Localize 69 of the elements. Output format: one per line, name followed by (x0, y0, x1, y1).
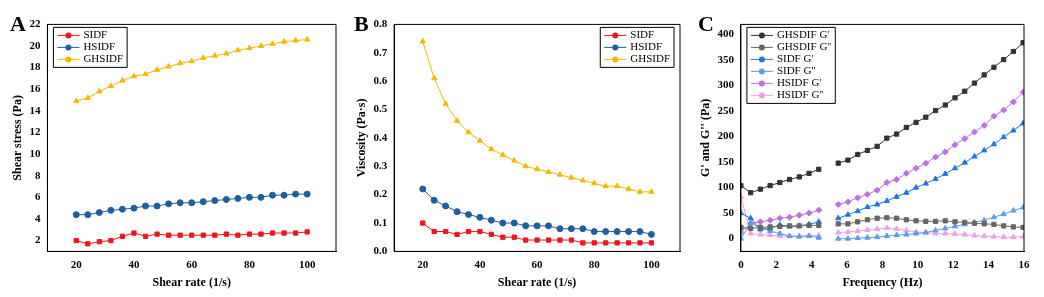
y-tick-label: 4 (34, 211, 41, 224)
x-axis-title: Frequency (Hz) (842, 274, 923, 289)
x-tick-label: 12 (947, 257, 960, 270)
y-tick-label: 10 (29, 146, 41, 159)
y-tick-label: 16 (29, 82, 41, 95)
legend-label: GHSIDF (83, 52, 124, 65)
y-axis-title: Shear stress (Pa) (10, 95, 25, 181)
y-tick-label: 8 (34, 168, 41, 181)
x-axis-title: Shear rate (1/s) (497, 274, 577, 289)
legend-label: SIDF (83, 28, 108, 41)
x-tick-label: 14 (983, 257, 995, 270)
y-tick-label: 0.6 (373, 73, 388, 86)
x-tick-label: 80 (243, 257, 256, 270)
legend-label: HSIDF (83, 40, 116, 53)
y-tick-label: 0.4 (373, 130, 388, 143)
y-tick-label: 200 (717, 129, 735, 142)
legend-label: GHSDIF G'' (776, 40, 832, 53)
y-tick-label: 0 (728, 231, 735, 244)
y-tick-label: 350 (717, 52, 735, 65)
y-tick-label: 0.1 (373, 215, 388, 228)
y-tick-label: 150 (717, 154, 735, 167)
y-tick-label: 2 (34, 233, 41, 246)
legend-label: HSIDF G'' (776, 88, 824, 101)
y-tick-label: 0.2 (373, 187, 388, 200)
y-tick-label: 14 (29, 103, 41, 116)
x-tick-label: 16 (1018, 257, 1030, 270)
y-tick-label: 100 (717, 180, 735, 193)
x-tick-label: 20 (70, 257, 83, 270)
x-tick-label: 80 (588, 257, 601, 270)
y-tick-label: 250 (717, 103, 735, 116)
x-tick-label: 0 (738, 257, 745, 270)
x-tick-label: 8 (879, 257, 886, 270)
legend-label: GHSDIF G' (776, 28, 830, 41)
y-tick-label: 20 (29, 38, 41, 51)
y-tick-label: 0.7 (373, 45, 388, 58)
x-tick-label: 40 (128, 257, 140, 270)
chart-title: A (10, 10, 26, 36)
legend-label: SIDF G'' (776, 64, 816, 77)
x-tick-label: 40 (474, 257, 486, 270)
y-tick-label: 0.0 (373, 244, 388, 257)
y-tick-label: 22 (29, 17, 41, 30)
y-tick-label: 6 (34, 190, 41, 203)
legend-label: SIDF (630, 28, 655, 41)
y-tick-label: 400 (717, 27, 735, 40)
y-tick-label: 0.8 (373, 17, 388, 30)
x-tick-label: 6 (844, 257, 851, 270)
x-tick-label: 10 (912, 257, 924, 270)
y-axis-title: G' and G'' (Pa) (698, 98, 713, 178)
y-axis-title: Viscosity (Pa·s) (354, 98, 369, 178)
x-tick-label: 60 (186, 257, 198, 270)
y-tick-label: 300 (717, 78, 735, 91)
x-tick-label: 100 (298, 257, 316, 270)
legend-label: HSIDF (630, 40, 663, 53)
y-tick-label: 0.3 (373, 159, 388, 172)
chart-title: B (354, 10, 369, 36)
x-tick-label: 60 (531, 257, 544, 270)
x-axis-title: Shear rate (1/s) (152, 274, 231, 289)
y-tick-label: 12 (29, 125, 41, 138)
legend-label: HSIDF G' (776, 76, 822, 89)
legend-label: GHSIDF (630, 52, 670, 65)
x-tick-label: 100 (643, 257, 661, 270)
x-tick-label: 20 (417, 257, 429, 270)
y-tick-label: 18 (29, 60, 41, 73)
legend-label: SIDF G' (776, 52, 814, 65)
chart-title: C (698, 10, 714, 36)
y-tick-label: 0.5 (373, 102, 388, 115)
y-tick-label: 50 (722, 205, 735, 218)
x-tick-label: 2 (773, 257, 780, 270)
x-tick-label: 4 (808, 257, 815, 270)
